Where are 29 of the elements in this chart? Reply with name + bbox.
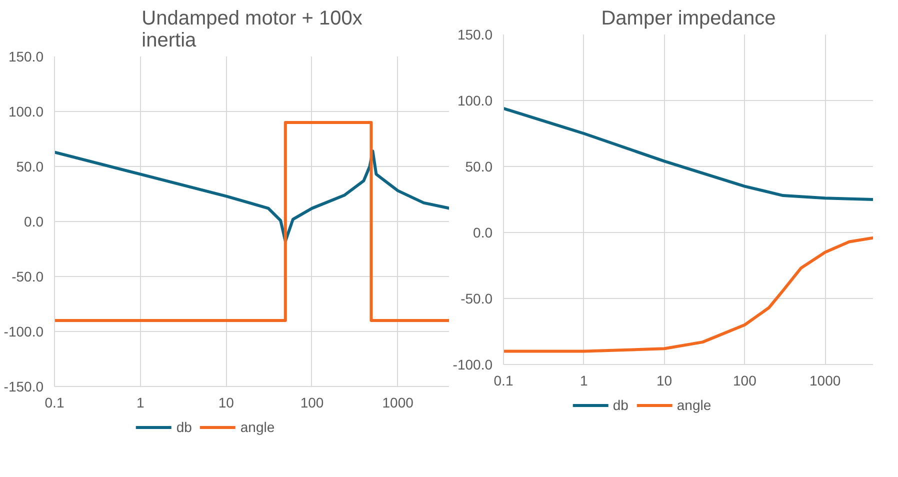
y-tick-label: 50.0 [465, 158, 493, 174]
legend-label: angle [676, 397, 712, 413]
y-tick-label: -150.0 [4, 378, 44, 394]
x-tick-label: 100 [733, 372, 757, 388]
x-tick-label: 10 [656, 372, 672, 388]
legend-label: db [176, 419, 193, 435]
y-tick-label: 50.0 [16, 158, 44, 174]
x-tick-label: 100 [300, 394, 324, 410]
y-tick-label: -100.0 [4, 324, 44, 340]
chart-title: Undamped motor + 100x inertia [142, 8, 362, 52]
x-tick-label: 0.1 [44, 394, 64, 410]
y-tick-label: 100.0 [457, 92, 493, 108]
x-tick-label: 0.1 [494, 372, 514, 388]
y-tick-label: 0.0 [473, 224, 493, 240]
y-tick-label: -50.0 [12, 268, 44, 284]
x-tick-label: 1 [580, 372, 588, 388]
legend-label: angle [240, 419, 275, 435]
y-tick-label: 150.0 [457, 26, 493, 42]
y-tick-label: -100.0 [452, 356, 493, 372]
x-tick-label: 1000 [382, 394, 414, 410]
y-tick-label: 150.0 [8, 48, 44, 64]
x-tick-label: 1 [136, 394, 144, 410]
legend-label: db [612, 397, 630, 413]
y-tick-label: 100.0 [8, 104, 44, 120]
y-tick-label: -50.0 [460, 290, 493, 306]
x-tick-label: 1000 [810, 372, 841, 388]
x-tick-label: 10 [218, 394, 234, 410]
y-tick-label: 0.0 [24, 214, 44, 230]
chart-title: Damper impedance [601, 8, 776, 30]
